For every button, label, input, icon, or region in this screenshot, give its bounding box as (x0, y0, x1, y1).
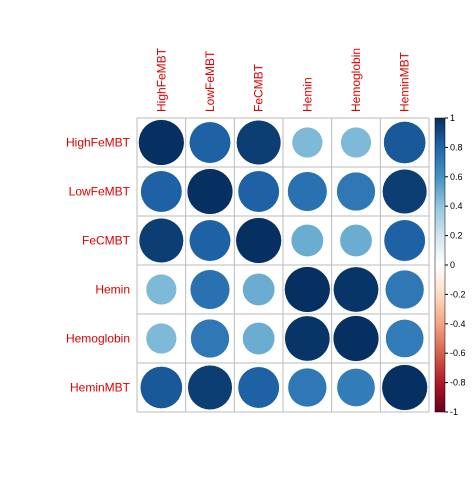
color-bar-label: 0.2 (450, 231, 463, 241)
correlation-circle (336, 171, 376, 212)
color-bar (434, 117, 446, 413)
correlation-circle (139, 366, 183, 409)
correlation-circle (242, 273, 276, 306)
correlation-circle (237, 366, 280, 409)
color-bar-label: 0.8 (450, 142, 463, 152)
correlation-circle (242, 322, 276, 355)
correlation-circle (190, 318, 230, 359)
column-label: LowFeMBT (203, 50, 217, 112)
correlation-circle (291, 126, 323, 159)
row-label: HeminMBT (70, 381, 131, 395)
correlation-circle (187, 364, 233, 411)
correlation-circle (189, 121, 231, 164)
column-label: FeCMBT (252, 63, 266, 112)
row-label: Hemin (95, 283, 130, 297)
correlation-circle (381, 364, 428, 411)
correlation-circle (236, 119, 282, 166)
correlation-circle (383, 121, 427, 164)
correlation-circle (339, 224, 373, 257)
correlation-circle (287, 367, 327, 408)
row-label: HighFeMBT (66, 136, 131, 150)
correlation-circle (189, 269, 231, 310)
correlation-circle (237, 170, 280, 213)
correlation-circle (284, 266, 331, 313)
color-bar-label: -1 (450, 407, 458, 417)
correlation-circle (340, 126, 372, 159)
column-label: HighFeMBT (154, 47, 168, 112)
color-bar-label: 0.6 (450, 172, 463, 182)
correlation-circle (385, 269, 425, 310)
correlation-circle (287, 171, 328, 212)
column-label: Hemin (300, 77, 314, 112)
correlation-circle (336, 368, 376, 407)
correlation-circle (140, 170, 183, 213)
color-bar-label: -0.2 (450, 289, 466, 299)
correlation-circle (138, 119, 185, 166)
color-bar-label: 0.4 (450, 201, 463, 211)
row-label: Hemoglobin (66, 332, 130, 346)
column-label: Hemoglobin (349, 48, 363, 112)
correlation-circle (284, 315, 331, 362)
correlation-circle (332, 315, 380, 362)
color-bar-label: 1 (450, 113, 455, 123)
correlation-circle (189, 219, 231, 262)
correlation-circle (385, 319, 425, 358)
color-bar-label: 0 (450, 260, 455, 270)
correlation-circle (383, 219, 426, 262)
color-bar-label: -0.6 (450, 348, 466, 358)
correlation-circle (290, 224, 324, 257)
row-label: FeCMBT (82, 234, 131, 248)
correlation-circle (382, 168, 428, 215)
correlation-circle (235, 217, 282, 264)
correlation-circle (186, 168, 234, 215)
correlation-circle (145, 322, 177, 355)
color-bar-label: -0.8 (450, 378, 466, 388)
column-label: HeminMBT (398, 51, 412, 112)
correlation-circle (138, 217, 184, 264)
correlation-circle (145, 273, 177, 306)
color-bar-label: -0.4 (450, 319, 466, 329)
row-label: LowFeMBT (69, 185, 131, 199)
correlation-circle (333, 266, 379, 313)
